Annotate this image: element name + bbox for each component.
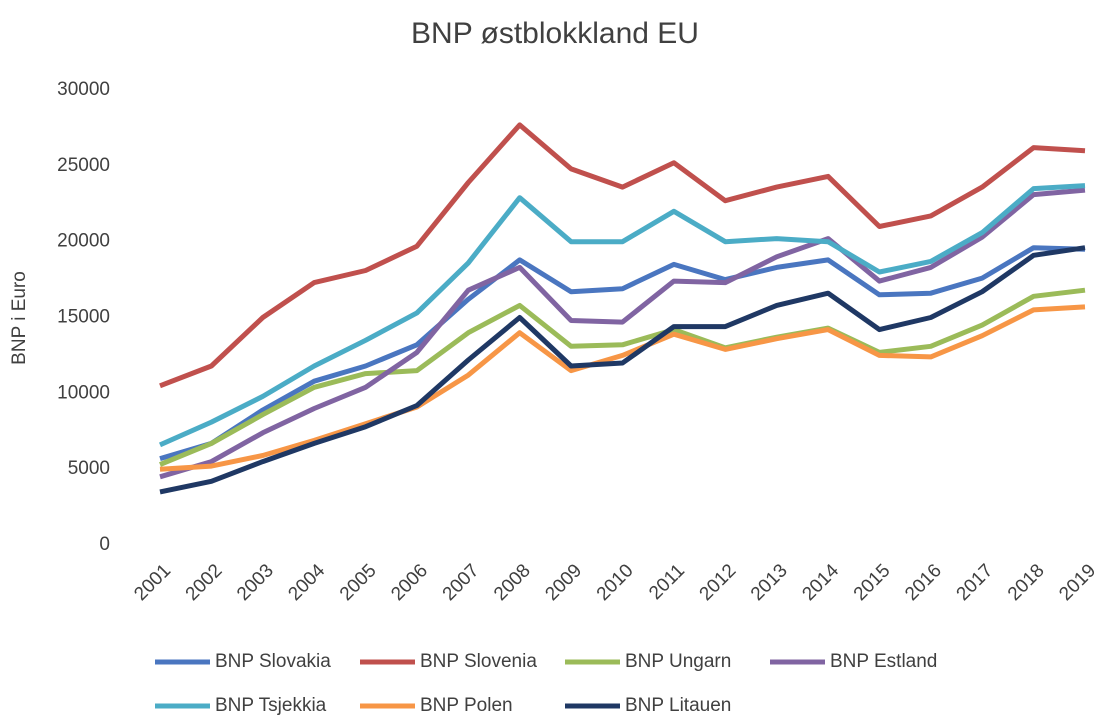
series-line [159, 245, 1086, 461]
x-tick-label: 2014 [798, 560, 843, 605]
x-tick-label: 2013 [747, 560, 792, 605]
y-axis-label: BNP i Euro [9, 271, 30, 365]
legend-label: BNP Polen [420, 695, 513, 716]
y-tick-label: 5000 [68, 458, 110, 479]
x-tick-label: 2003 [233, 560, 278, 605]
x-tick-label: 2002 [182, 560, 227, 605]
legend-label: BNP Ungarn [625, 651, 731, 672]
series-line [159, 304, 1086, 472]
y-tick-label: 20000 [57, 231, 110, 252]
y-tick-label: 10000 [57, 382, 110, 403]
x-tick-label: 2019 [1055, 560, 1096, 605]
x-tick-label: 2016 [901, 560, 946, 605]
y-tick-label: 25000 [57, 155, 110, 176]
x-tick-label: 2008 [490, 560, 535, 605]
x-tick-label: 2010 [593, 560, 638, 605]
y-tick-label: 0 [99, 534, 110, 555]
series-line [158, 183, 1086, 448]
x-tick-label: 2005 [336, 560, 381, 605]
series-line [159, 187, 1086, 480]
x-tick-label: 2011 [645, 560, 689, 604]
series-line [159, 245, 1086, 495]
x-tick-label: 2001 [130, 560, 175, 605]
x-tick-label: 2004 [285, 560, 330, 605]
x-tick-label: 2007 [439, 560, 484, 605]
chart-title: BNP østblokkland EU [411, 17, 699, 50]
series-line [159, 122, 1086, 389]
legend-label: BNP Estland [830, 651, 937, 672]
series-line [159, 287, 1086, 467]
x-tick-label: 2012 [696, 560, 741, 605]
x-tick-label: 2017 [953, 560, 998, 605]
legend-label: BNP Tsjekkia [215, 695, 327, 716]
x-tick-label: 2018 [1004, 560, 1049, 605]
legend-label: BNP Slovakia [215, 651, 331, 672]
y-tick-label: 15000 [57, 307, 110, 328]
x-tick-label: 2009 [541, 560, 586, 605]
x-tick-label: 2015 [850, 560, 895, 605]
legend-label: BNP Slovenia [420, 651, 537, 672]
y-tick-label: 30000 [57, 79, 110, 100]
legend-label: BNP Litauen [625, 695, 731, 716]
x-tick-label: 2006 [387, 560, 432, 605]
